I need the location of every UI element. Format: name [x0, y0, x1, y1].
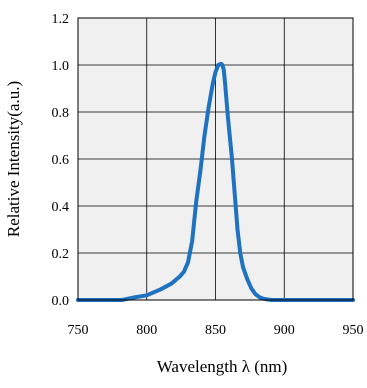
- plot-frame: [77, 17, 354, 301]
- x-tick-label: 950: [343, 323, 364, 338]
- y-tick-label: 0.8: [52, 106, 70, 121]
- y-tick-label: 0.4: [52, 200, 70, 215]
- y-tick-label: 1.2: [52, 12, 70, 27]
- x-tick-label: 800: [136, 323, 157, 338]
- x-tick-label: 750: [68, 323, 89, 338]
- y-tick-label: 1.0: [52, 59, 70, 74]
- x-tick-label: 850: [205, 323, 226, 338]
- x-axis-label: Wavelength λ (nm): [157, 357, 288, 376]
- x-tick-labels: 750 800 850 900 950: [68, 323, 364, 338]
- y-tick-labels: 0.0 0.2 0.4 0.6 0.8 1.0 1.2: [52, 12, 70, 309]
- grid: [78, 18, 353, 300]
- y-tick-label: 0.6: [52, 153, 70, 168]
- x-tick-label: 900: [274, 323, 295, 338]
- y-axis-label: Relative Intensity(a.u.): [4, 81, 23, 237]
- y-tick-label: 0.0: [52, 294, 70, 309]
- spectrum-series-line: [76, 61, 355, 302]
- series-layer: [76, 61, 355, 302]
- y-tick-label: 0.2: [52, 247, 70, 262]
